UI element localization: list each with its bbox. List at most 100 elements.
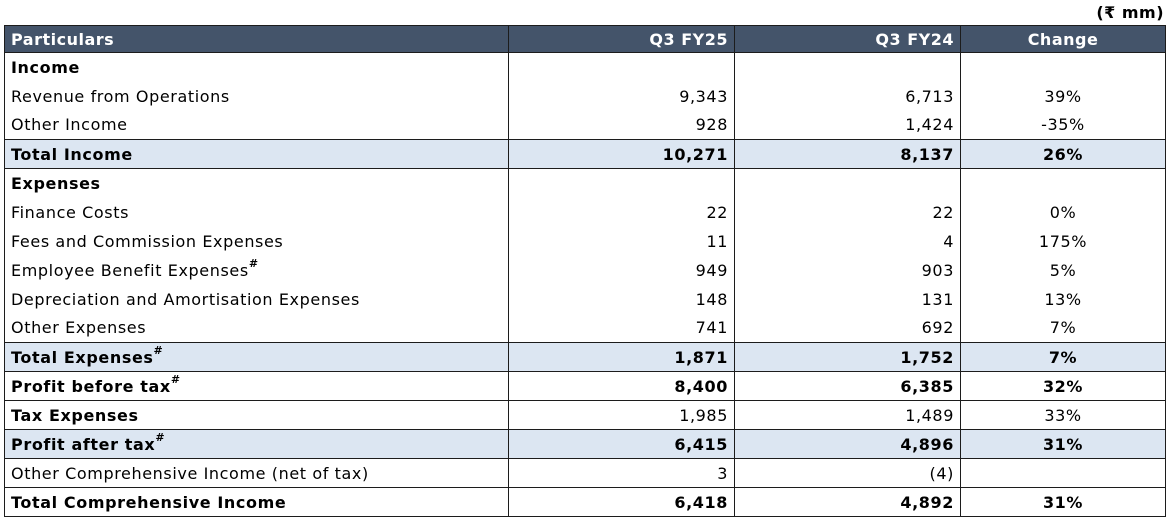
value-change: 33% [960,400,1166,430]
table-row: Finance Costs 22 22 0% [4,197,1166,227]
row-label-text: Expenses [11,173,101,193]
row-label-text: Finance Costs [11,202,130,222]
value-change: 26% [960,139,1166,169]
row-label-text: Revenue from Operations [11,86,230,106]
value-q3-fy25: 928 [508,110,735,140]
value-q3-fy24: 692 [734,313,961,343]
table-row: Revenue from Operations 9,343 6,713 39% [4,81,1166,111]
value-q3-fy25: 6,415 [508,429,735,459]
footnote-marker: # [153,344,164,358]
row-label-text: Total Income [11,144,133,164]
row-label: Total Comprehensive Income [4,487,509,517]
value-q3-fy25: 6,418 [508,487,735,517]
row-label-text: Other Income [11,115,128,135]
value-q3-fy24: 131 [734,284,961,314]
row-label-text: Profit before tax [11,376,171,396]
value-q3-fy24: 4,896 [734,429,961,459]
row-label: Total Expenses# [4,342,509,372]
table-row: Other Comprehensive Income (net of tax) 3… [4,458,1166,488]
table-row: Total Expenses# 1,871 1,752 7% [4,342,1166,372]
value-q3-fy25: 22 [508,197,735,227]
row-label-text: Fees and Commission Expenses [11,231,284,251]
value-q3-fy24: 8,137 [734,139,961,169]
value-q3-fy24: 4,892 [734,487,961,517]
table-row: Other Income 928 1,424 -35% [4,110,1166,140]
value-change: 31% [960,429,1166,459]
row-label-text: Total Comprehensive Income [11,492,287,512]
value-change: 5% [960,255,1166,285]
value-q3-fy25: 949 [508,255,735,285]
value-q3-fy24: 4 [734,226,961,256]
row-label-text: Profit after tax [11,434,156,454]
row-label: Other Income [4,110,509,140]
table-row: Total Comprehensive Income 6,418 4,892 31% [4,487,1166,517]
table-row: Income [4,52,1166,82]
header-row: Particulars Q3 FY25 Q3 FY24 Change [4,25,1166,53]
footnote-marker: # [248,257,259,271]
row-label: Finance Costs [4,197,509,227]
table-row: Fees and Commission Expenses 11 4 175% [4,226,1166,256]
header-change: Change [960,25,1166,53]
footnote-marker: # [155,431,166,445]
value-change: 31% [960,487,1166,517]
value-q3-fy24: (4) [734,458,961,488]
table-row: Other Expenses 741 692 7% [4,313,1166,343]
table-row: Employee Benefit Expenses# 949 903 5% [4,255,1166,285]
table-row: Depreciation and Amortisation Expenses 14… [4,284,1166,314]
table-row: Profit before tax# 8,400 6,385 32% [4,371,1166,401]
value-change: 0% [960,197,1166,227]
row-label: Revenue from Operations [4,81,509,111]
row-label-text: Total Expenses [11,347,154,367]
value-change: 175% [960,226,1166,256]
value-q3-fy25 [508,52,735,82]
value-q3-fy24: 1,424 [734,110,961,140]
value-change: 7% [960,342,1166,372]
table-row: Tax Expenses 1,985 1,489 33% [4,400,1166,430]
unit-label: (₹ mm) [1096,3,1164,22]
value-change: 7% [960,313,1166,343]
table-row: Total Income 10,271 8,137 26% [4,139,1166,169]
header-q3-fy24: Q3 FY24 [734,25,961,53]
value-q3-fy24 [734,168,961,198]
value-change: -35% [960,110,1166,140]
row-label: Total Income [4,139,509,169]
row-label: Tax Expenses [4,400,509,430]
header-particulars: Particulars [4,25,509,53]
value-change [960,168,1166,198]
row-label: Depreciation and Amortisation Expenses [4,284,509,314]
row-label: Fees and Commission Expenses [4,226,509,256]
value-q3-fy24: 6,713 [734,81,961,111]
row-label-text: Tax Expenses [11,405,139,425]
value-change: 39% [960,81,1166,111]
value-q3-fy25: 3 [508,458,735,488]
value-change: 13% [960,284,1166,314]
row-label-text: Income [11,57,80,77]
table-row: Expenses [4,168,1166,198]
row-label: Income [4,52,509,82]
row-label: Other Expenses [4,313,509,343]
row-label: Profit after tax# [4,429,509,459]
value-q3-fy25: 148 [508,284,735,314]
value-q3-fy25: 8,400 [508,371,735,401]
row-label: Profit before tax# [4,371,509,401]
row-label-text: Depreciation and Amortisation Expenses [11,289,360,309]
value-q3-fy25: 741 [508,313,735,343]
footnote-marker: # [170,373,181,387]
value-change [960,52,1166,82]
value-q3-fy24: 6,385 [734,371,961,401]
row-label-text: Employee Benefit Expenses [11,260,249,280]
financial-table: Particulars Q3 FY25 Q3 FY24 Change Incom… [4,25,1166,517]
table-row: Profit after tax# 6,415 4,896 31% [4,429,1166,459]
value-q3-fy24: 1,489 [734,400,961,430]
value-q3-fy24: 22 [734,197,961,227]
value-q3-fy25: 10,271 [508,139,735,169]
row-label: Other Comprehensive Income (net of tax) [4,458,509,488]
row-label-text: Other Expenses [11,318,147,338]
value-change [960,458,1166,488]
value-q3-fy25 [508,168,735,198]
value-q3-fy25: 1,985 [508,400,735,430]
value-q3-fy24 [734,52,961,82]
value-q3-fy25: 9,343 [508,81,735,111]
value-q3-fy24: 903 [734,255,961,285]
row-label: Employee Benefit Expenses# [4,255,509,285]
